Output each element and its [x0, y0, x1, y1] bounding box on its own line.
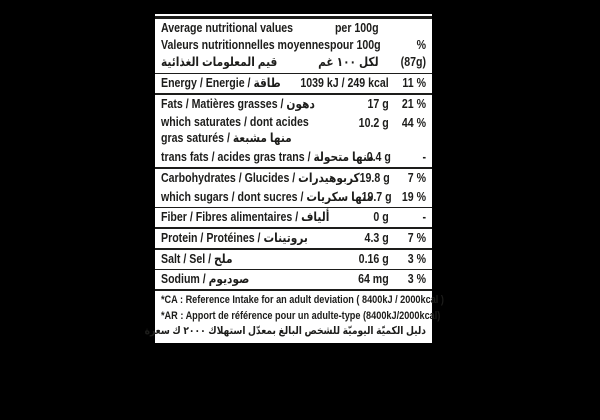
row-value: 0 g [373, 210, 389, 225]
nutrition-facts-panel: Average nutritional values per 100g Vale… [144, 14, 444, 343]
footnote-ar: دليل الكميّة اليوميّة للشخص البالغ بمعدّ… [144, 325, 427, 337]
row-divider [155, 268, 432, 271]
row-label: Protein / Protéines / بروتينات [161, 230, 308, 245]
row-divider [155, 289, 432, 291]
header-per100-en: per 100g [334, 20, 379, 35]
header-line-en: Average nutritional values per 100g [155, 20, 432, 37]
row-percent: 21 % [401, 96, 427, 111]
row-value: 19.8 g [359, 170, 390, 185]
header-divider [155, 72, 432, 75]
row-label: trans fats / acides gras trans / منها مت… [161, 149, 374, 164]
row-label: Energy / Energie / طاقة [161, 76, 281, 91]
header-serving-size: (87g) [400, 54, 427, 69]
row-label: which saturates / dont acides gras saturé… [161, 114, 354, 146]
table-row: Salt / Sel / ملح 0.16 g 3 % [155, 250, 432, 269]
header-per100-ar: لكل ١٠٠ غم [318, 54, 379, 69]
row-value: 19.7 g [361, 189, 392, 204]
table-row: Fiber / Fibres alimentaires / ألياف 0 g - [155, 208, 432, 227]
header-per100-fr: pour 100g [329, 37, 381, 52]
table-row: trans fats / acides gras trans / منها مت… [155, 148, 432, 167]
row-percent: 19 % [401, 189, 427, 204]
header-line-fr: Valeurs nutritionnelles moyennes pour 10… [155, 37, 432, 54]
table-row: Protein / Protéines / بروتينات 4.3 g 7 % [155, 229, 432, 248]
row-percent: - [422, 210, 427, 225]
table-header: Average nutritional values per 100g Vale… [155, 19, 432, 73]
row-value: 17 g [367, 96, 389, 111]
footnote-fr: *AR : Apport de référence pour un adulte… [161, 309, 441, 322]
table-row: Carbohydrates / Glucides / كربوهيدرات 19.… [155, 169, 432, 188]
row-divider [155, 206, 432, 209]
table-row: which sugars / dont sucres / منها سكريات… [155, 188, 432, 207]
row-divider [155, 93, 432, 95]
row-percent: 44 % [401, 115, 427, 130]
table-row: Fats / Matières grasses / دهون 17 g 21 % [155, 95, 432, 114]
row-divider [155, 166, 432, 169]
row-label: Carbohydrates / Glucides / كربوهيدرات [161, 170, 360, 185]
row-label-line2: gras saturés / منها مشبعة [161, 130, 292, 145]
row-value: 4.3 g [364, 230, 389, 245]
footnotes: *CA : Reference Intake for an adult devi… [144, 291, 444, 340]
row-divider [155, 227, 432, 229]
header-title-fr: Valeurs nutritionnelles moyennes [161, 37, 330, 52]
row-label-line1: which saturates / dont acides [161, 114, 309, 129]
header-pct-symbol: % [416, 37, 427, 52]
row-percent: 7 % [407, 170, 427, 185]
row-label: which sugars / dont sucres / منها سكريات [161, 189, 373, 204]
header-title-ar: قيم المعلومات الغذائية [161, 54, 278, 69]
header-title-en: Average nutritional values [161, 20, 294, 35]
row-percent: 7 % [407, 230, 427, 245]
header-line-ar: قيم المعلومات الغذائية لكل ١٠٠ غم (87g) [155, 54, 432, 71]
footnote-en: *CA : Reference Intake for an adult devi… [161, 294, 444, 306]
row-label: Fiber / Fibres alimentaires / ألياف [161, 210, 330, 225]
row-label: Sodium / صوديوم [161, 272, 250, 287]
row-value: 0.16 g [358, 251, 389, 266]
row-percent: - [422, 149, 427, 164]
table-row: which saturates / dont acides gras saturé… [155, 114, 432, 148]
row-divider [155, 247, 432, 250]
row-percent: 11 % [402, 76, 427, 91]
row-label: Salt / Sel / ملح [161, 251, 233, 266]
row-value: 10.2 g [358, 115, 389, 130]
table-row: Energy / Energie / طاقة 1039 kJ / 249 kca… [155, 74, 432, 93]
row-percent: 3 % [407, 251, 427, 266]
table-top-rule [155, 16, 432, 19]
nutrition-rows: Energy / Energie / طاقة 1039 kJ / 249 kca… [155, 74, 432, 291]
row-value: 0.4 g [366, 149, 391, 164]
row-label: Fats / Matières grasses / دهون [161, 96, 315, 111]
row-value: 1039 kJ / 249 kcal [300, 76, 389, 91]
row-percent: 3 % [407, 272, 427, 287]
row-value: 64 mg [358, 272, 389, 287]
table-row: Sodium / صوديوم 64 mg 3 % [155, 270, 432, 289]
